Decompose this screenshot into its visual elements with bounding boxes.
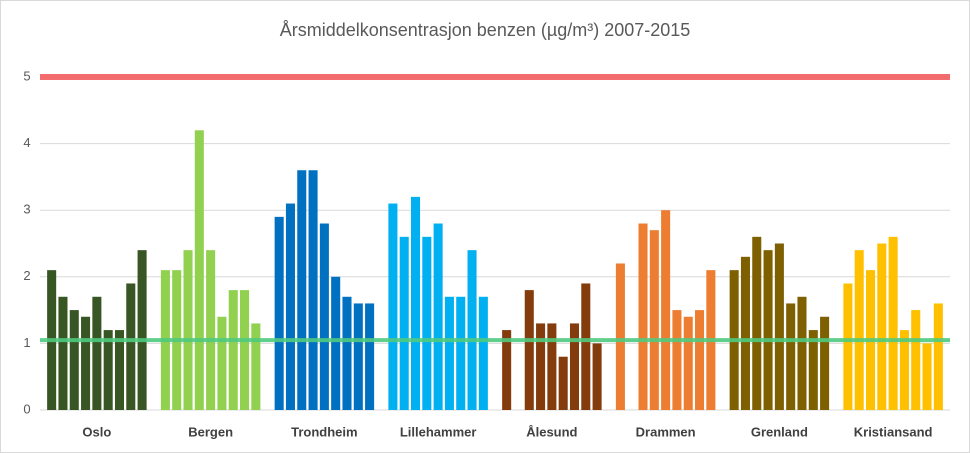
y-tick-label: 3	[23, 202, 30, 217]
bar	[274, 216, 284, 410]
bar	[81, 316, 91, 410]
bar	[888, 236, 898, 410]
bar	[251, 323, 261, 410]
x-tick-label: Kristiansand	[854, 424, 933, 439]
bar	[592, 343, 602, 410]
bar	[808, 330, 818, 410]
bar	[365, 303, 375, 410]
bar	[797, 296, 807, 410]
bar	[649, 230, 659, 410]
bar	[388, 203, 398, 410]
bar	[308, 170, 318, 410]
y-tick-label: 5	[23, 68, 30, 83]
y-tick-label: 1	[23, 335, 30, 350]
bar	[478, 296, 488, 410]
x-tick-label: Grenland	[751, 424, 808, 439]
x-tick-label: Drammen	[636, 424, 696, 439]
bar	[353, 303, 363, 410]
bar	[228, 290, 238, 410]
bar	[285, 203, 295, 410]
bar	[137, 250, 147, 410]
bar	[740, 256, 750, 410]
bar	[763, 250, 773, 410]
bar	[114, 330, 125, 410]
x-tick-label: Ålesund	[526, 424, 577, 439]
bar	[183, 250, 193, 410]
y-tick-label: 4	[23, 135, 30, 150]
bar	[103, 330, 113, 410]
bar	[58, 296, 68, 410]
bar	[410, 196, 421, 410]
bar	[547, 323, 557, 410]
bar	[899, 330, 909, 410]
x-tick-label: Bergen	[188, 424, 233, 439]
bar	[615, 263, 625, 410]
bar	[69, 310, 79, 410]
bar	[422, 236, 432, 410]
bar	[206, 250, 216, 410]
bar	[683, 316, 693, 410]
bar	[444, 296, 454, 410]
bar	[194, 130, 204, 410]
bar	[569, 323, 580, 410]
bar	[877, 243, 887, 410]
y-tick-label: 2	[23, 268, 30, 283]
x-tick-label: Lillehammer	[400, 424, 477, 439]
bar	[456, 296, 466, 410]
bar	[820, 316, 830, 410]
bar	[92, 296, 102, 410]
bar	[854, 250, 864, 410]
bar	[661, 210, 671, 410]
bar	[695, 310, 705, 410]
bar	[752, 236, 762, 410]
bar	[672, 310, 682, 410]
bar	[536, 323, 546, 410]
x-tick-label: Trondheim	[291, 424, 357, 439]
y-tick-label: 0	[23, 401, 30, 416]
bar	[342, 296, 352, 410]
bar	[524, 290, 534, 410]
bar	[502, 330, 512, 410]
bar	[933, 303, 943, 410]
bar	[217, 316, 227, 410]
bar	[922, 343, 932, 410]
bar	[433, 223, 443, 410]
bar	[638, 223, 648, 410]
bar	[911, 310, 921, 410]
bar	[399, 236, 409, 410]
bar	[467, 250, 477, 410]
x-tick-label: Oslo	[82, 424, 111, 439]
bar	[126, 283, 136, 410]
chart-title: Årsmiddelkonsentrasjon benzen (µg/m³) 20…	[280, 20, 691, 40]
bar	[581, 283, 591, 410]
bar	[774, 243, 784, 410]
bar	[843, 283, 853, 410]
bar	[240, 290, 250, 410]
bar	[297, 170, 307, 410]
bar	[319, 223, 329, 410]
bar	[331, 276, 341, 410]
bar	[558, 356, 568, 410]
bar	[786, 303, 796, 410]
